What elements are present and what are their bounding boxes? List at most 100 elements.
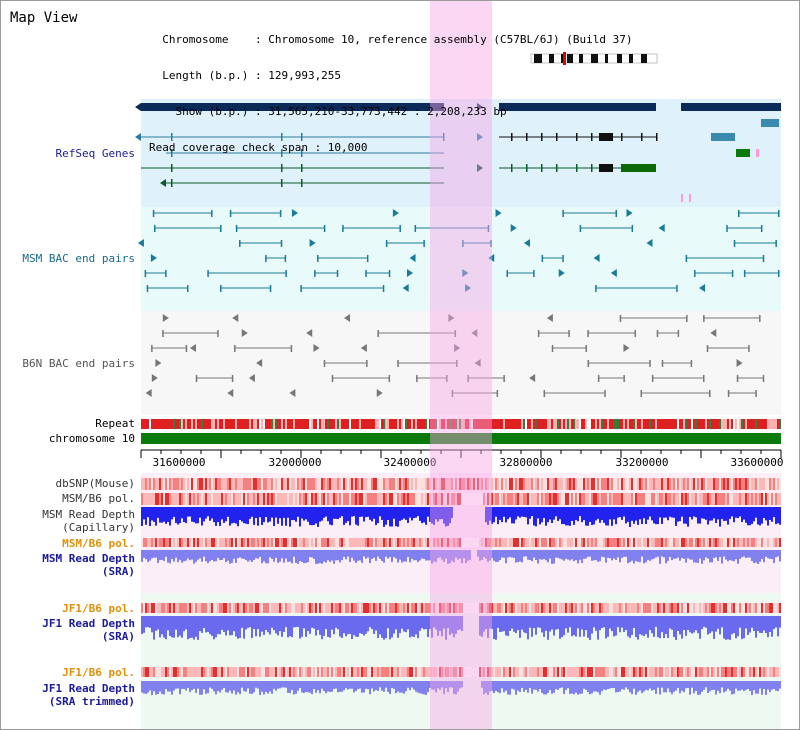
heat-cell [777,603,779,613]
repeat-segment [587,419,589,429]
heat-cell [289,493,291,505]
chromosome-ideogram[interactable] [530,52,658,65]
depth-bar [269,550,271,558]
heat-cell [469,603,471,613]
heat-cell [657,478,659,490]
heat-cell [145,478,147,490]
depth-bar [187,681,189,688]
depth-bar [431,681,433,690]
depth-bar [569,616,571,628]
bac-end [331,375,334,382]
heat-cell [621,667,623,677]
heat-cell [225,493,227,505]
depth-bar [657,550,659,557]
depth-bar [171,507,173,520]
heat-cell [361,538,363,547]
repeat-segment [569,419,571,429]
heat-cell [545,478,547,490]
heat-cell [509,538,511,547]
heat-cell [777,667,779,677]
b6n-bac-track[interactable] [145,314,765,397]
heat-cell [319,478,321,490]
depth-bar [637,507,639,525]
heat-cell [335,493,337,505]
heat-cell [661,603,663,613]
heat-cell [351,603,353,613]
bac-end [366,360,368,367]
depth-bar [501,550,503,558]
depth-bar [161,507,163,523]
repeat-segment [721,419,723,429]
repeat-segment [427,419,429,429]
depth-bar [321,550,323,564]
heat-cell [777,538,779,547]
depth-bar [375,616,377,631]
depth-bar [715,550,717,558]
depth-bar [651,550,653,560]
depth-bar [395,550,397,559]
repeat-segment [573,419,575,429]
highlight-region[interactable] [430,1,492,729]
heat-cell [165,478,167,490]
depth-bar [565,550,567,559]
gene-exon [171,149,173,157]
depth-bar [623,681,625,690]
strand-arrow [477,103,483,111]
heat-cell [639,538,641,547]
heat-cell [185,603,187,613]
strand-arrow [150,254,157,262]
repeat-segment [339,419,341,429]
heat-cell [363,538,365,547]
depth-bar [623,507,625,517]
depth-bar [305,507,307,520]
depth-bar [447,507,449,526]
msm-bac-track[interactable] [137,209,780,292]
depth-bar [599,681,601,695]
depth-bar [709,681,711,692]
depth-bar [379,616,381,635]
heat-cell [297,478,299,490]
heat-cell [261,478,263,490]
heat-cell [627,603,629,613]
heat-cell [499,667,501,677]
depth-bar [515,681,517,695]
depth-bar [639,616,641,635]
heat-cell [191,603,193,613]
refseq-genes-track[interactable] [135,103,781,202]
heat-cell [233,493,235,505]
repeat-segment [369,419,371,429]
strand-arrow [448,314,455,322]
depth-bar [157,681,159,695]
depth-bar [321,681,323,689]
bac-end [231,375,234,382]
heat-cell [417,538,419,547]
heat-cell [313,538,315,547]
heat-cell [375,538,377,547]
depth-bar [241,616,243,628]
heat-cell [557,603,559,613]
repeat-segment [489,419,491,429]
depth-bar [635,550,637,561]
heat-cell [387,603,389,613]
depth-bar [293,681,295,695]
heat-cell [155,478,157,490]
depth-bar [739,507,741,517]
heat-cell [427,478,429,490]
msm-pol-sra-label: MSM/B6 pol. [62,537,135,550]
depth-bar [757,507,759,525]
depth-bar [563,616,565,636]
depth-bar [275,616,277,634]
depth-bar [779,550,781,562]
gene-exon [281,149,283,157]
heat-cell [385,603,387,613]
jf1-trim-label-1: JF1 Read Depth [42,682,135,695]
heat-cell [291,667,293,677]
heat-cell [289,478,291,490]
repeat-segment [413,419,415,429]
heat-cell [303,538,305,547]
heat-cell [569,667,571,677]
heat-cell [299,478,301,490]
repeat-segment [659,419,661,429]
depth-bar [209,507,211,521]
